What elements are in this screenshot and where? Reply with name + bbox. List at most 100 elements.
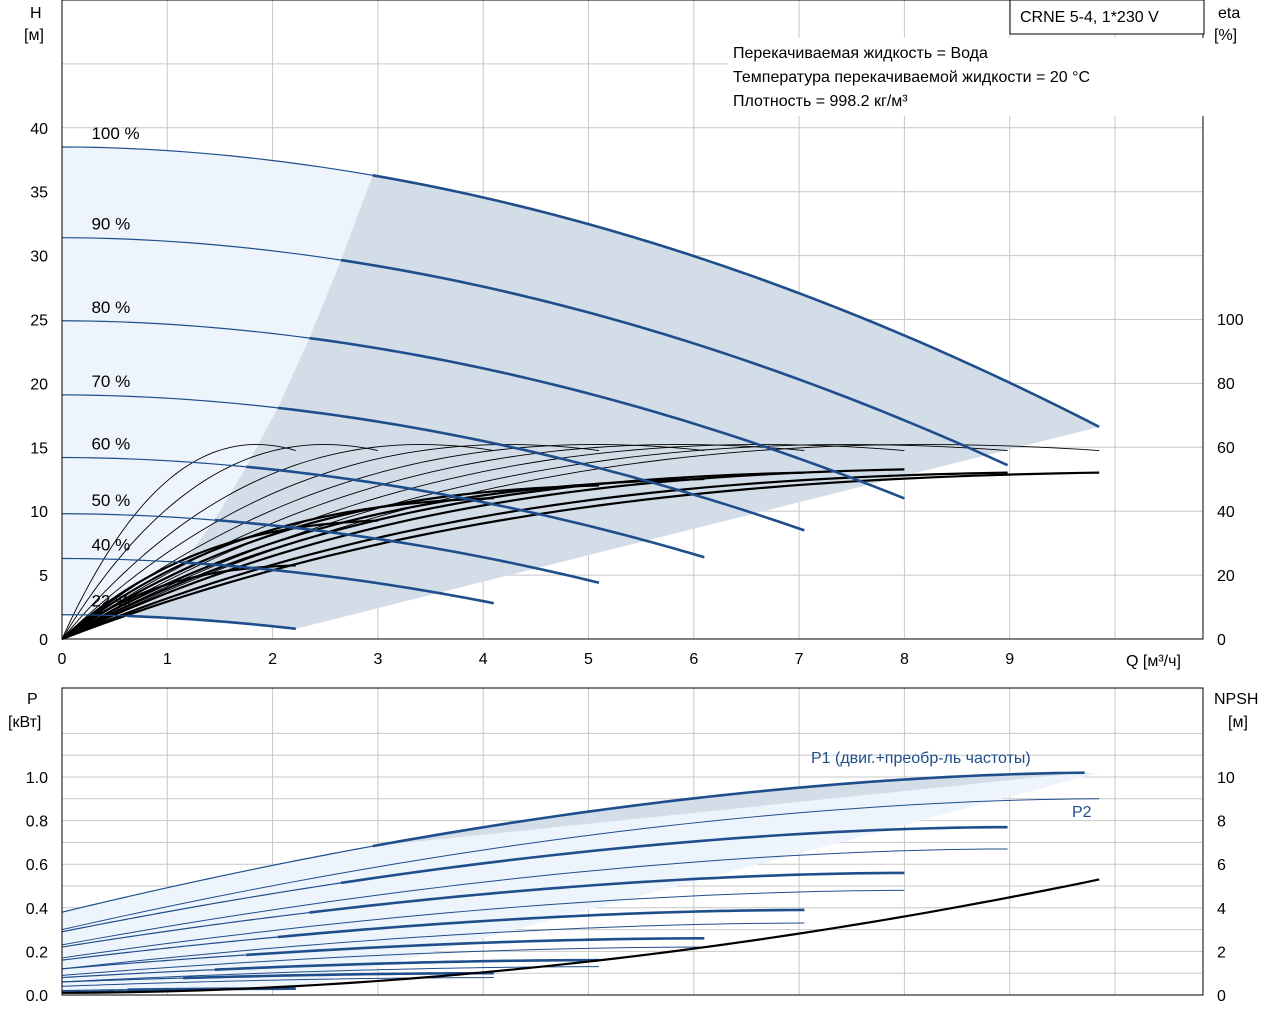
p2-curve <box>61 889 905 959</box>
efficiency-curve <box>61 471 1100 641</box>
model-label: CRNE 5-4, 1*230 V <box>1020 9 1159 26</box>
speed-curve-thin <box>61 557 184 564</box>
p1-curve-thin <box>61 977 184 983</box>
p-tick-label: 0.8 <box>26 814 48 831</box>
top-plot-frame <box>61 0 1204 640</box>
p-tick-label: 0.4 <box>26 901 48 918</box>
efficiency-curve-thin <box>61 444 296 640</box>
speed-curve-thin <box>61 146 373 176</box>
speed-curve-label: 50 % <box>91 491 130 510</box>
efficiency-curve-thin <box>61 444 1100 640</box>
h-tick-label: 30 <box>30 249 48 266</box>
p1-curve-bold <box>246 937 705 957</box>
speed-curve-thin <box>61 394 278 409</box>
h-tick-label: 10 <box>30 504 48 521</box>
x-tick-label: 3 <box>373 651 382 668</box>
x-tick-label: 6 <box>689 651 698 668</box>
speed-curve-thin <box>61 237 342 261</box>
eta-axis-unit: [%] <box>1214 27 1237 44</box>
fluid-info-line-1: Перекачиваемая жидкость = Вода <box>733 45 988 62</box>
efficiency-curve-thin <box>61 444 378 640</box>
npsh-curve <box>61 878 1100 994</box>
npsh-tick-label: 2 <box>1217 944 1226 961</box>
h-tick-label: 40 <box>30 121 48 138</box>
eta-tick-label: 20 <box>1217 568 1235 585</box>
efficiency-curve-thin <box>61 444 705 640</box>
p-tick-label: 1.0 <box>26 770 48 787</box>
speed-curve-label: 40 % <box>91 535 130 554</box>
speed-curve-bold <box>372 174 1100 429</box>
p-tick-label: 0.2 <box>26 944 48 961</box>
power-range-light <box>62 772 1100 991</box>
p1-curve-bold <box>372 771 1085 848</box>
speed-curve-bold <box>277 406 805 532</box>
h-tick-label: 15 <box>30 440 48 457</box>
x-tick-label: 7 <box>795 651 804 668</box>
speed-curve-thin <box>61 614 128 617</box>
fluid-info-line-3: Плотность = 998.2 кг/м³ <box>733 93 908 110</box>
p-axis-label: P <box>27 691 38 708</box>
speed-curve-label: 80 % <box>91 298 130 317</box>
h-tick-label: 20 <box>30 376 48 393</box>
x-tick-label: 9 <box>1005 651 1014 668</box>
speed-curve-label: 70 % <box>91 372 130 391</box>
eta-tick-label: 100 <box>1217 312 1244 329</box>
speed-curve-label: 60 % <box>91 435 130 454</box>
p-axis-unit: [кВт] <box>8 714 41 731</box>
power-range-main <box>372 772 1082 847</box>
p1-curve-thin <box>61 845 373 913</box>
p1-curve-bold <box>309 871 905 914</box>
p1-curve-bold <box>183 971 494 980</box>
speed-curve-thin <box>61 456 247 468</box>
power-npsh-chart: 0.0 0.2 0.4 0.6 0.8 1.0 0 2 4 6 8 10 <box>26 687 1235 1005</box>
fluid-info-line-2: Температура перекачиваемой жидкости = 20… <box>733 69 1090 86</box>
speed-curve-bold <box>214 518 600 585</box>
x-tick-label: 1 <box>163 651 172 668</box>
model-label-box <box>1009 0 1205 35</box>
h-axis-unit: [м] <box>24 27 44 44</box>
efficiency-curve <box>61 497 494 640</box>
speed-curve-thin <box>61 513 215 521</box>
p1-curve-bold <box>277 908 805 939</box>
speed-curve-label: 22 % <box>91 592 130 611</box>
speed-curve-bold <box>340 258 1009 467</box>
x-tick-label: 5 <box>584 651 593 668</box>
p2-curve <box>61 966 600 983</box>
p2-series-label: P2 <box>1072 804 1092 821</box>
p1-curve-thin <box>61 969 215 979</box>
efficiency-curve-thin <box>61 444 1008 640</box>
npsh-tick-label: 10 <box>1217 770 1235 787</box>
x-tick-label: 8 <box>900 651 909 668</box>
npsh-axis-unit: [м] <box>1228 714 1248 731</box>
speed-curve-bold <box>127 614 296 631</box>
head-efficiency-chart: 100 % 90 % 80 % 70 % 60 % 50 % 40 % 22 % 0 1 2 3 4 5 6… <box>30 0 1244 668</box>
x-tick-label: 0 <box>58 651 67 668</box>
p2-curve <box>61 798 1100 931</box>
npsh-tick-label: 0 <box>1217 988 1226 1005</box>
p2-curve <box>61 922 805 970</box>
p1-curve-bold <box>214 958 600 971</box>
npsh-tick-label: 6 <box>1217 857 1226 874</box>
speed-curve-bold <box>246 465 705 559</box>
bottom-plot-frame <box>61 687 1204 996</box>
h-tick-label: 5 <box>39 568 48 585</box>
efficiency-curve <box>61 471 805 640</box>
p1-curve-thin <box>61 989 128 992</box>
p1-curve-thin <box>61 954 247 970</box>
eta-tick-label: 0 <box>1217 632 1226 649</box>
h-tick-label: 25 <box>30 313 48 330</box>
efficiency-curve <box>61 484 600 640</box>
npsh-axis-label: NPSH <box>1214 691 1258 708</box>
eta-axis-label: eta <box>1218 5 1240 22</box>
p-tick-label: 0.6 <box>26 857 48 874</box>
eta-tick-label: 60 <box>1217 440 1235 457</box>
p2-curve <box>61 946 705 976</box>
p1-curve-thin <box>61 882 342 933</box>
p1-curve-thin <box>61 911 310 948</box>
eta-tick-label: 40 <box>1217 504 1235 521</box>
speed-curve-label: 90 % <box>91 215 130 234</box>
p1-series-label: P1 (двиг.+преобр-ль частоты) <box>811 750 1031 767</box>
npsh-tick-label: 4 <box>1217 901 1226 918</box>
